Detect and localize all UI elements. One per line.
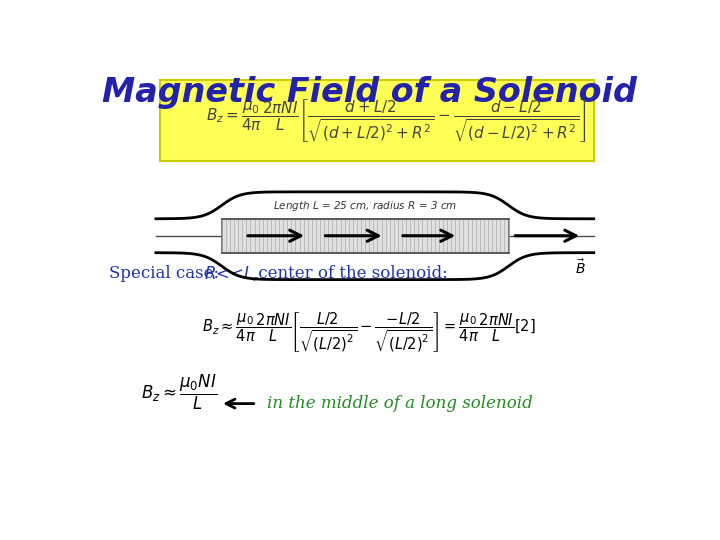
Bar xyxy=(222,219,508,253)
Text: center of the solenoid:: center of the solenoid: xyxy=(253,265,448,282)
Text: $R$<<$L$,: $R$<<$L$, xyxy=(204,265,258,284)
Bar xyxy=(160,80,594,161)
Text: $B_z \approx \dfrac{\mu_0 NI}{L}$: $B_z \approx \dfrac{\mu_0 NI}{L}$ xyxy=(141,373,217,411)
Text: Length $L$ = 25 cm, radius $R$ = 3 cm: Length $L$ = 25 cm, radius $R$ = 3 cm xyxy=(273,199,457,213)
Text: Magnetic Field of a Solenoid: Magnetic Field of a Solenoid xyxy=(102,76,636,109)
Text: in the middle of a long solenoid: in the middle of a long solenoid xyxy=(266,395,533,412)
Text: $B_z \approx \dfrac{\mu_0}{4\pi} \dfrac{2\pi NI}{L} \left[ \dfrac{L/2}{\sqrt{(L/: $B_z \approx \dfrac{\mu_0}{4\pi} \dfrac{… xyxy=(202,311,536,355)
Text: $\vec{B}$: $\vec{B}$ xyxy=(575,259,586,278)
Text: $B_z = \dfrac{\mu_0}{4\pi} \dfrac{2\pi NI}{L} \left[ \dfrac{d + L/2}{\sqrt{(d + : $B_z = \dfrac{\mu_0}{4\pi} \dfrac{2\pi N… xyxy=(206,98,587,144)
Text: Special case:: Special case: xyxy=(109,265,225,282)
